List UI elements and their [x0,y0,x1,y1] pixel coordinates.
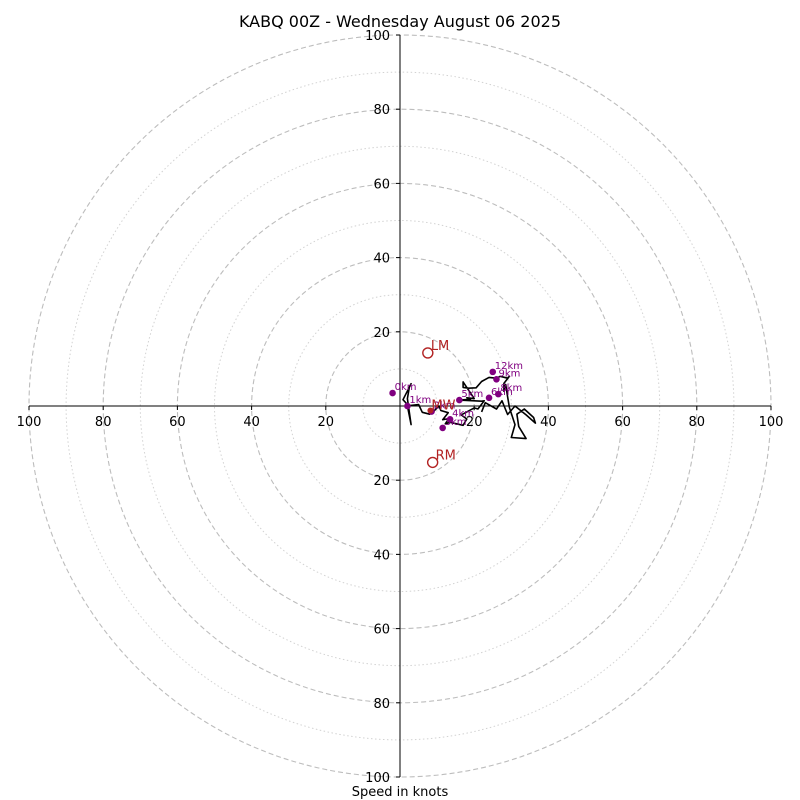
height-point-0km [389,389,396,397]
x-tick-label: 20 [318,415,335,430]
x-tick-label: 40 [540,415,557,430]
y-tick-label: 100 [365,771,390,786]
storm-motion-mw-label: MW [431,398,455,413]
x-tick-label: 100 [759,415,784,430]
height-label-1km: 1km [409,395,431,406]
x-tick-label: 20 [466,415,483,430]
height-point-8km [495,390,502,398]
y-tick-label: 20 [373,326,390,341]
x-tick-label: 40 [243,415,260,430]
height-point-1km [404,402,411,410]
axes [29,35,771,777]
height-label-0km: 0km [395,382,417,393]
height-point-6km [485,394,493,402]
x-tick-label: 60 [614,415,631,430]
x-tick-label: 60 [169,415,186,430]
storm-motion-mw-marker [427,407,434,414]
y-tick-label: 40 [373,252,390,267]
x-axis-label: Speed in knots [352,785,449,800]
storm-motion-rm-marker [426,456,439,469]
height-label-3km: 3km [445,417,467,428]
storm-motion-lm-marker [422,347,434,359]
x-tick-label: 80 [689,415,706,430]
y-tick-label: 100 [365,29,390,44]
y-tick-label: 80 [373,103,390,118]
x-tick-label: 100 [17,415,42,430]
height-label-9km: 9km [498,368,520,379]
storm-motion-rm-label: RM [436,448,456,463]
height-point-12km [489,368,497,376]
x-tick-label: 80 [95,415,112,430]
y-tick-label: 40 [373,548,390,563]
height-label-5km: 5km [461,389,483,400]
y-tick-label: 20 [373,474,390,489]
height-point-5km [456,396,463,404]
height-point-4km [446,416,454,423]
storm-motion-markers: LM RM MW [422,339,456,469]
height-label-6km: 6km [491,387,513,398]
storm-motion-lm-label: LM [431,339,449,354]
height-label-4km: 4km [452,408,474,419]
height-label-12km: 12km [495,361,523,372]
y-tick-label: 80 [373,697,390,712]
y-tick-label: 60 [373,623,390,638]
tick-labels: 100 80 60 40 20 20 40 60 80 100 100 80 60 40 20 20 40 60 8… [17,29,784,786]
chart-title: KABQ 00Z - Wednesday August 06 2025 [239,12,561,31]
height-label-8km: 8km [500,383,522,394]
y-tick-label: 60 [373,177,390,192]
height-point-9km [493,375,500,383]
height-point-3km [439,424,446,432]
height-label-2km: 2km [434,401,456,412]
